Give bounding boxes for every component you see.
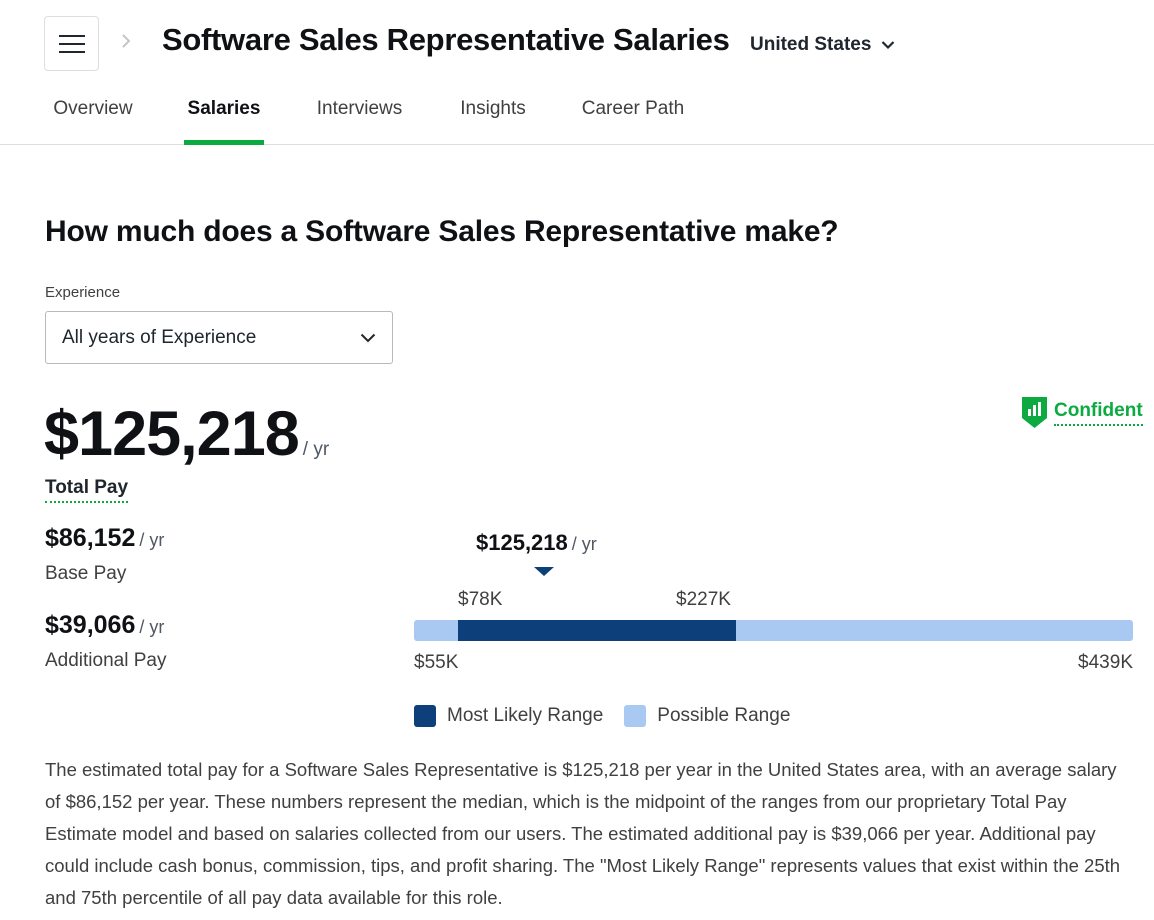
tab-label: Overview — [53, 98, 133, 119]
per-year-unit: / yr — [571, 534, 597, 554]
page-header: Software Sales Representative Salaries U… — [0, 0, 1154, 145]
base-pay-amount: $86,152/ yr — [45, 524, 164, 553]
additional-pay-label: Additional Pay — [45, 650, 167, 671]
range-max-label: $439K — [1078, 652, 1133, 673]
tab-label: Career Path — [581, 98, 685, 119]
legend-label: Most Likely Range — [447, 705, 604, 726]
additional-pay-amount: $39,066/ yr — [45, 611, 164, 640]
range-min-label: $55K — [414, 652, 459, 673]
tab-salaries[interactable]: Salaries — [184, 92, 264, 145]
experience-label: Experience — [45, 284, 121, 301]
likely-high-label: $227K — [676, 589, 731, 610]
legend-item-most-likely: Most Likely Range — [414, 705, 603, 727]
confidence-shield-chart-icon — [1022, 397, 1047, 428]
confidence-badge[interactable]: Confident — [1021, 396, 1143, 429]
total-pay-amount: $125,218/ yr — [44, 398, 329, 470]
per-year-unit: / yr — [139, 530, 165, 550]
chevron-right-icon — [116, 29, 136, 53]
legend-label: Possible Range — [657, 705, 791, 726]
pay-range-chart: $125,218/ yr $78K $227K $55K $439K Most … — [414, 528, 1133, 738]
menu-button[interactable] — [44, 16, 99, 71]
page-title: Software Sales Representative Salaries — [162, 22, 730, 57]
possible-range-bar — [414, 620, 1133, 641]
active-tab-indicator — [184, 140, 264, 145]
total-pay-label[interactable]: Total Pay — [45, 477, 129, 503]
median-pay-label: $125,218/ yr — [476, 530, 597, 556]
location-label: United States — [750, 34, 872, 55]
location-selector[interactable]: United States — [750, 34, 895, 56]
legend-swatch — [624, 705, 647, 727]
per-year-unit: / yr — [139, 617, 165, 637]
experience-value: All years of Experience — [62, 326, 257, 348]
tab-interviews[interactable]: Interviews — [313, 92, 406, 145]
likely-low-label: $78K — [458, 589, 503, 610]
base-pay-label: Base Pay — [45, 563, 127, 584]
confidence-label: Confident — [1054, 400, 1143, 426]
range-legend: Most Likely Range Possible Range — [414, 705, 811, 727]
hamburger-menu-icon — [58, 42, 85, 45]
tab-overview[interactable]: Overview — [50, 92, 136, 145]
legend-swatch — [414, 705, 436, 727]
median-pay-value: $125,218 — [476, 530, 568, 555]
hamburger-menu-icon — [58, 34, 85, 37]
tab-insights[interactable]: Insights — [458, 92, 528, 145]
section-heading: How much does a Software Sales Represent… — [45, 215, 839, 248]
legend-item-possible: Possible Range — [624, 705, 790, 727]
tab-career-path[interactable]: Career Path — [580, 92, 686, 145]
base-pay-value: $86,152 — [45, 524, 136, 552]
chevron-down-icon — [882, 41, 895, 50]
most-likely-range-bar — [458, 620, 736, 641]
tab-label: Interviews — [316, 98, 403, 119]
salary-description: The estimated total pay for a Software S… — [45, 759, 1121, 908]
experience-dropdown[interactable]: All years of Experience — [45, 311, 393, 364]
median-marker-icon — [534, 567, 554, 576]
tab-label: Insights — [460, 98, 526, 119]
additional-pay-value: $39,066 — [45, 611, 136, 639]
chevron-down-icon — [360, 333, 376, 342]
hamburger-menu-icon — [58, 50, 85, 53]
tab-label: Salaries — [187, 98, 261, 119]
per-year-unit: / yr — [302, 439, 330, 460]
total-pay-value: $125,218 — [44, 399, 300, 469]
